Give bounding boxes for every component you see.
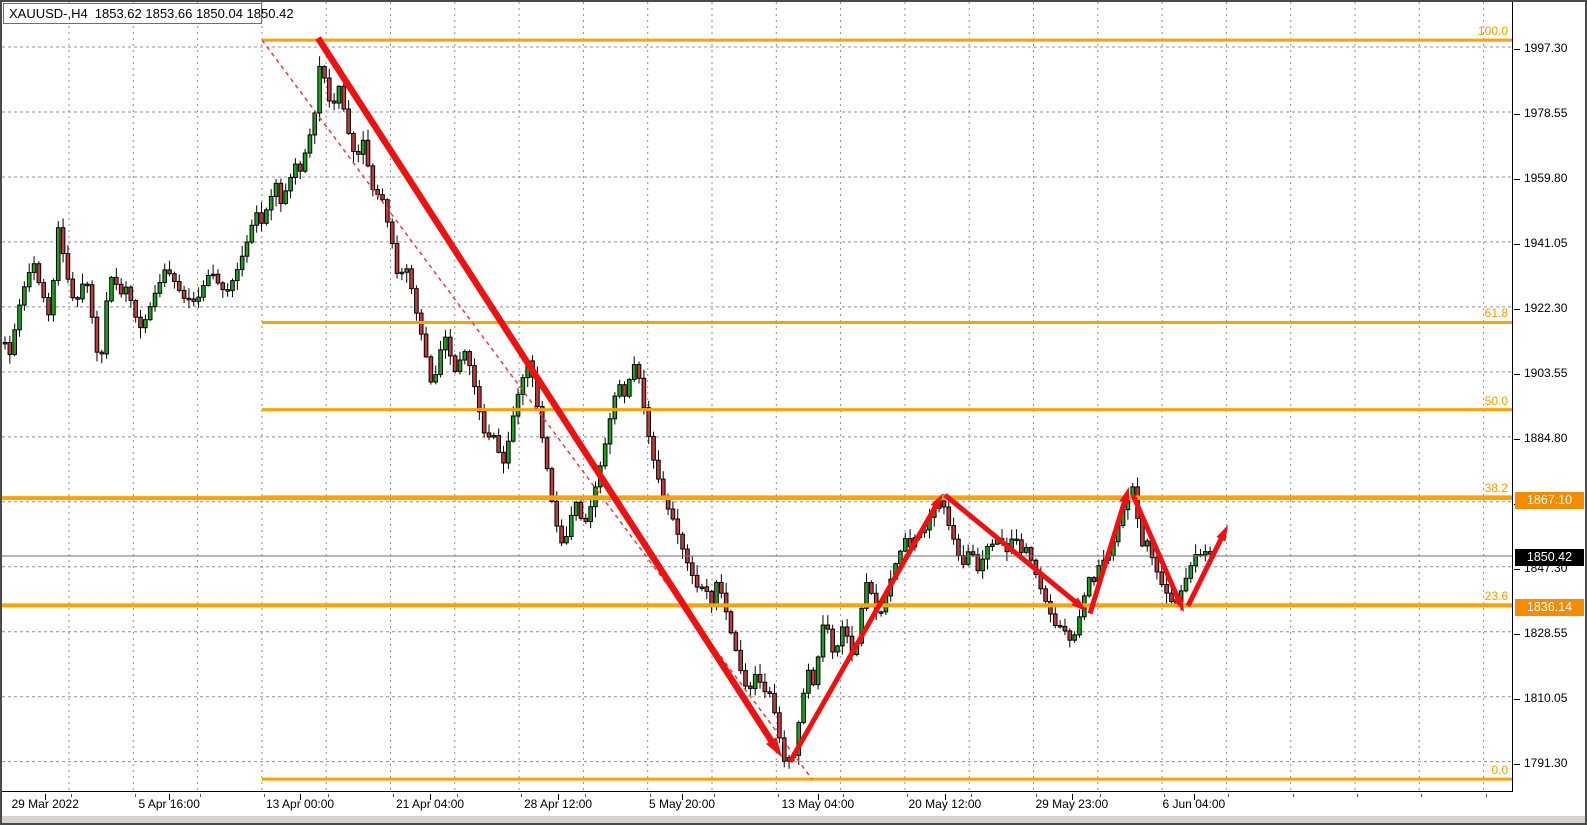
y-axis-tick — [1514, 113, 1520, 115]
x-axis-minor-tick — [1357, 794, 1358, 797]
fib-diagonal-dashed-line — [261, 39, 813, 780]
fib-level-label: 50.0 — [1484, 393, 1508, 408]
x-axis-time-label: 13 May 04:00 — [781, 797, 855, 811]
fib-level-label: 38.2 — [1484, 480, 1508, 495]
ohlc-quote-label: 1853.62 1853.66 1850.04 1850.42 — [94, 6, 294, 21]
x-axis-minor-tick — [199, 794, 201, 797]
fib-level-label: 23.6 — [1484, 588, 1508, 603]
arrowhead — [765, 737, 782, 758]
y-axis-price-label: 1922.30 — [1524, 300, 1568, 315]
x-axis-minor-tick — [392, 794, 394, 797]
fib-level-label: 61.8 — [1484, 306, 1508, 321]
x-axis-tick — [45, 794, 46, 800]
x-axis-tick — [1194, 794, 1195, 800]
y-axis-price-label: 1884.80 — [1524, 430, 1568, 445]
x-axis-tick — [945, 794, 946, 800]
x-axis-tick — [430, 794, 431, 800]
x-axis-time-label: 20 May 12:00 — [908, 797, 982, 811]
x-axis-minor-tick — [1099, 794, 1101, 797]
x-axis-time-label: 5 May 20:00 — [649, 797, 716, 811]
x-axis-time-label: 28 Apr 12:00 — [524, 797, 593, 811]
x-axis-minor-tick — [71, 794, 72, 797]
gridlines — [2, 2, 1512, 791]
x-axis-minor-tick — [1292, 794, 1294, 797]
x-axis-time-label: 21 Apr 04:00 — [396, 797, 465, 811]
y-axis-price-label: 1997.30 — [1524, 41, 1568, 55]
x-axis-minor-tick — [521, 794, 523, 797]
arrowhead — [1216, 524, 1228, 542]
x-axis-time-label: 6 Jun 04:00 — [1162, 797, 1226, 811]
y-axis-price-label: 1828.55 — [1524, 625, 1568, 640]
x-axis-time-label: 5 Apr 16:00 — [138, 797, 200, 811]
quote-box: XAUUSD-,H4 1853.62 1853.66 1850.04 1850.4… — [3, 3, 294, 24]
symbol-period-label: XAUUSD-,H4 — [9, 6, 88, 21]
x-axis-minor-tick — [1164, 794, 1166, 797]
x-axis-minor-tick — [456, 794, 458, 797]
current-price-badge: 1850.42 — [1515, 549, 1584, 567]
x-axis-minor-tick — [1228, 794, 1230, 797]
x-axis-tick — [169, 794, 170, 800]
x-axis-minor-tick — [585, 794, 587, 797]
x-axis-tick — [1072, 794, 1073, 800]
arrowhead — [1119, 487, 1130, 504]
x-axis-minor-tick — [1485, 794, 1487, 797]
y-axis-price-label: 1941.05 — [1524, 235, 1568, 250]
y-axis-price-label: 1959.80 — [1524, 170, 1568, 185]
fib-level-label: 0.0 — [1491, 763, 1508, 778]
y-axis-tick — [1514, 308, 1520, 310]
y-axis-tick — [1514, 373, 1520, 375]
x-axis-tick — [300, 794, 301, 800]
x-axis-time-label: 29 May 23:00 — [1035, 797, 1109, 811]
arrowhead — [1071, 597, 1087, 612]
fib-level-label: 100.0 — [1477, 24, 1508, 39]
y-axis-tick — [1514, 633, 1520, 635]
y-axis-tick — [1514, 49, 1520, 50]
y-axis-price-label: 1791.30 — [1524, 755, 1568, 770]
status-bar — [2, 815, 1585, 823]
x-axis-tick — [682, 794, 683, 800]
chart-canvas — [2, 2, 1512, 791]
x-axis-tick — [818, 794, 819, 800]
y-axis-tick — [1514, 438, 1520, 440]
x-axis-minor-tick — [649, 794, 651, 797]
price-badge-resistance: 1867.10 — [1515, 491, 1584, 509]
arrowhead — [1173, 595, 1184, 613]
x-axis-tick — [558, 794, 559, 800]
y-axis-tick — [1514, 568, 1520, 570]
arrowhead — [930, 493, 943, 510]
x-axis-minor-tick — [971, 794, 973, 797]
x-axis-minor-tick — [1421, 794, 1423, 797]
price-badge-support: 1836.14 — [1515, 598, 1584, 616]
fibonacci-retracement — [261, 38, 1512, 781]
y-axis-tick — [1514, 243, 1520, 245]
x-axis-minor-tick — [1035, 794, 1037, 797]
x-axis-minor-tick — [778, 794, 780, 797]
x-axis-minor-tick — [842, 794, 844, 797]
x-axis-time-label: 29 Mar 2022 — [11, 797, 79, 811]
x-axis-minor-tick — [906, 794, 908, 797]
y-axis-tick — [1514, 698, 1520, 700]
x-axis-minor-tick — [135, 794, 137, 797]
y-axis-tick — [1514, 763, 1520, 765]
x-axis-minor-tick — [714, 794, 715, 797]
y-axis-price-label: 1810.05 — [1524, 690, 1568, 705]
horizontal-lines — [2, 496, 1512, 608]
x-axis-minor-tick — [263, 794, 265, 797]
x-axis-minor-tick — [328, 794, 330, 797]
y-axis-tick — [1514, 178, 1520, 180]
trend-arrows — [315, 36, 1228, 764]
candles — [2, 56, 1213, 769]
x-axis-time-label: 13 Apr 00:00 — [266, 797, 335, 811]
price-chart-plot[interactable]: XAUUSD-,H4 1853.62 1853.66 1850.04 1850.4… — [2, 2, 1513, 792]
y-axis-price-label: 1978.55 — [1524, 105, 1568, 120]
y-axis-price-label: 1903.55 — [1524, 365, 1568, 380]
